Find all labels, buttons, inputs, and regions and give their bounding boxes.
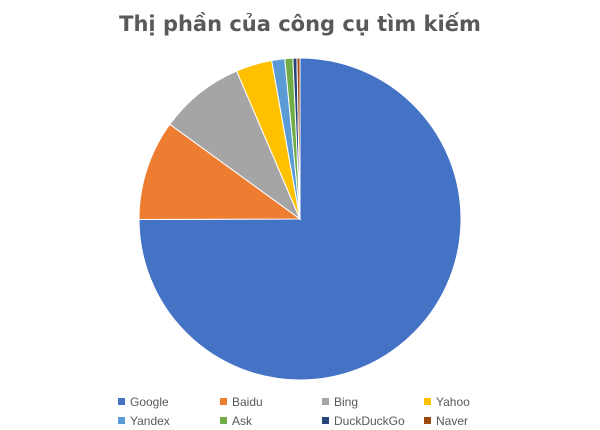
legend-swatch — [424, 398, 431, 405]
legend-row: Google Baidu Bing Yahoo — [118, 392, 538, 411]
legend-item-duckduckgo: DuckDuckGo — [322, 414, 424, 428]
legend-label: Bing — [334, 394, 359, 409]
legend-label: DuckDuckGo — [334, 413, 405, 428]
legend-item-bing: Bing — [322, 395, 424, 409]
legend-item-baidu: Baidu — [220, 395, 322, 409]
legend-swatch — [322, 417, 329, 424]
pie-slice-naver — [296, 57, 301, 220]
legend-item-yahoo: Yahoo — [424, 395, 526, 409]
legend-item-google: Google — [118, 395, 220, 409]
legend-swatch — [118, 398, 125, 405]
legend-label: Naver — [436, 413, 469, 428]
legend-label: Baidu — [232, 394, 263, 409]
legend-label: Google — [130, 394, 169, 409]
legend-swatch — [322, 398, 329, 405]
legend-label: Ask — [232, 413, 253, 428]
legend-swatch — [220, 398, 227, 405]
legend-label: Yandex — [130, 413, 170, 428]
legend-swatch — [424, 417, 431, 424]
legend-swatch — [118, 417, 125, 424]
legend-item-naver: Naver — [424, 414, 526, 428]
pie-slice-bing — [169, 70, 302, 221]
legend-item-yandex: Yandex — [118, 414, 220, 428]
legend-swatch — [220, 417, 227, 424]
legend-label: Yahoo — [436, 394, 470, 409]
legend-row: Yandex Ask DuckDuckGo Naver — [118, 411, 538, 430]
legend-item-ask: Ask — [220, 414, 322, 428]
chart-legend: Google Baidu Bing Yahoo Yandex Ask DuckD… — [118, 392, 538, 430]
pie-slice-baidu — [138, 123, 302, 221]
chart-title: Thị phần của công cụ tìm kiếm — [119, 12, 481, 36]
